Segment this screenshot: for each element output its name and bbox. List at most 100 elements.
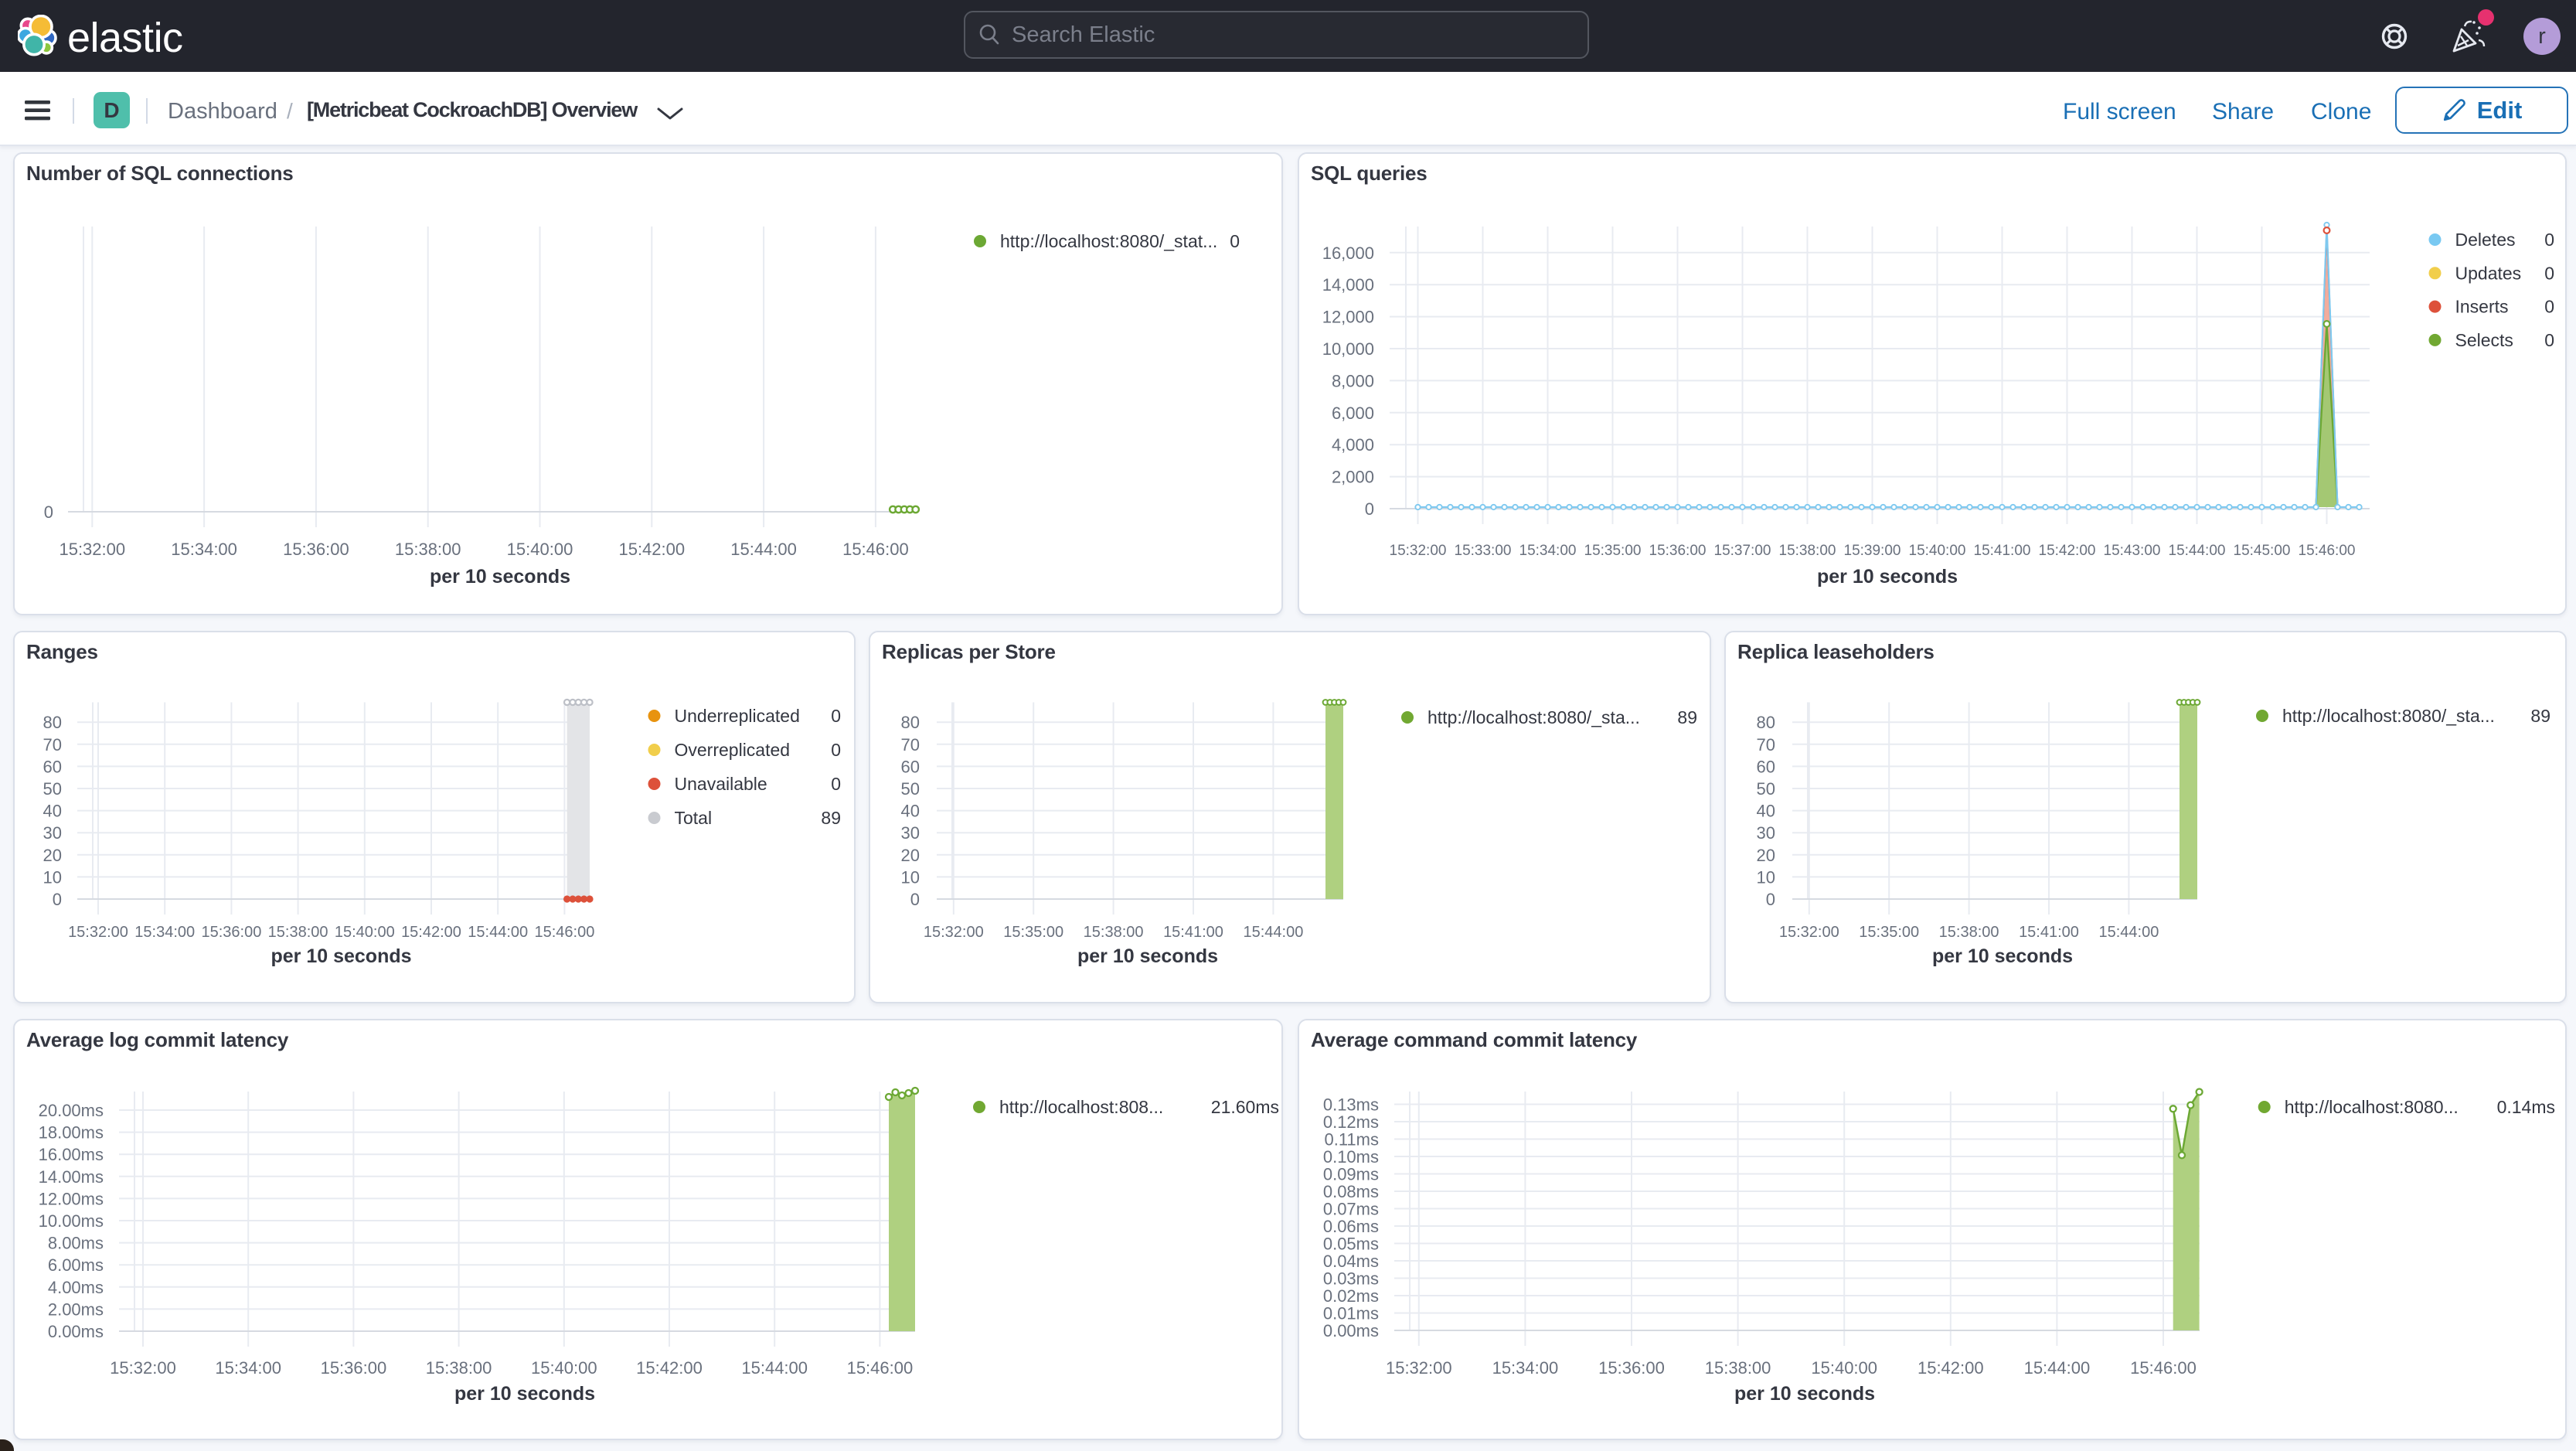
svg-text:http://localhost:8080/_sta...: http://localhost:8080/_sta... [1428,707,1640,727]
svg-text:0: 0 [2544,297,2554,317]
svg-text:15:42:00: 15:42:00 [2039,543,2096,559]
svg-text:15:35:00: 15:35:00 [1584,543,1642,559]
svg-text:15:43:00: 15:43:00 [2104,543,2161,559]
svg-text:15:44:00: 15:44:00 [1243,924,1303,941]
svg-text:15:42:00: 15:42:00 [401,924,461,941]
svg-text:15:42:00: 15:42:00 [618,540,685,559]
svg-text:0: 0 [831,706,841,726]
svg-text:15:40:00: 15:40:00 [335,924,395,941]
svg-text:http://localhost:8080/_sta...: http://localhost:8080/_sta... [2282,706,2495,726]
svg-text:15:32:00: 15:32:00 [1386,1358,1452,1378]
svg-text:http://localhost:8080...: http://localhost:8080... [2285,1097,2459,1117]
svg-text:6,000: 6,000 [1332,404,1374,423]
svg-text:0.08ms: 0.08ms [1323,1182,1379,1201]
svg-text:Total: Total [675,808,713,828]
svg-text:50: 50 [901,779,920,799]
svg-text:15:44:00: 15:44:00 [2024,1358,2091,1378]
svg-text:15:41:00: 15:41:00 [1974,543,2031,559]
svg-text:60: 60 [901,757,920,776]
svg-text:14.00ms: 14.00ms [39,1167,104,1187]
svg-text:15:38:00: 15:38:00 [268,924,328,941]
svg-text:0.09ms: 0.09ms [1323,1165,1379,1184]
svg-text:per 10 seconds: per 10 seconds [1077,945,1218,967]
svg-text:30: 30 [1757,823,1775,843]
svg-text:8,000: 8,000 [1332,371,1374,390]
svg-text:12,000: 12,000 [1322,308,1374,327]
svg-text:0: 0 [44,502,53,522]
svg-text:0: 0 [910,890,920,909]
svg-text:Overreplicated: Overreplicated [675,740,791,760]
svg-text:15:39:00: 15:39:00 [1844,543,1901,559]
svg-text:0: 0 [2544,263,2554,283]
svg-text:50: 50 [1757,779,1775,799]
svg-text:http://localhost:808...: http://localhost:808... [999,1097,1163,1117]
svg-text:60: 60 [43,757,62,776]
svg-text:0: 0 [2544,330,2554,350]
svg-text:0.00ms: 0.00ms [48,1322,104,1341]
svg-text:15:42:00: 15:42:00 [636,1358,703,1378]
svg-text:15:32:00: 15:32:00 [59,540,125,559]
svg-text:20: 20 [901,846,920,865]
svg-text:0.07ms: 0.07ms [1323,1200,1379,1219]
svg-text:per 10 seconds: per 10 seconds [1817,566,1958,588]
svg-text:15:32:00: 15:32:00 [1779,924,1839,941]
svg-text:15:34:00: 15:34:00 [134,924,195,941]
svg-text:15:38:00: 15:38:00 [395,540,461,559]
svg-text:15:34:00: 15:34:00 [171,540,237,559]
svg-text:6.00ms: 6.00ms [48,1255,104,1275]
svg-text:0: 0 [831,774,841,794]
svg-text:15:40:00: 15:40:00 [507,540,573,559]
svg-text:Updates: Updates [2455,263,2522,283]
svg-text:15:33:00: 15:33:00 [1455,543,1512,559]
svg-text:15:46:00: 15:46:00 [842,540,909,559]
svg-text:0: 0 [2544,230,2554,250]
svg-text:89: 89 [821,808,841,828]
svg-text:0.00ms: 0.00ms [1323,1321,1379,1340]
svg-text:0.01ms: 0.01ms [1323,1304,1379,1323]
svg-text:0.05ms: 0.05ms [1323,1235,1379,1254]
svg-text:15:46:00: 15:46:00 [2130,1358,2197,1378]
svg-text:15:40:00: 15:40:00 [1811,1358,1877,1378]
svg-text:0.03ms: 0.03ms [1323,1269,1379,1289]
svg-text:10.00ms: 10.00ms [39,1211,104,1231]
svg-text:15:45:00: 15:45:00 [2234,543,2291,559]
svg-text:15:41:00: 15:41:00 [1163,924,1223,941]
svg-text:Selects: Selects [2455,330,2513,350]
svg-text:0: 0 [1365,499,1374,519]
svg-text:70: 70 [901,735,920,754]
svg-text:15:44:00: 15:44:00 [730,540,797,559]
svg-text:15:32:00: 15:32:00 [1390,543,1447,559]
svg-text:0: 0 [831,740,841,760]
svg-text:40: 40 [43,802,62,821]
svg-text:15:37:00: 15:37:00 [1714,543,1771,559]
svg-text:15:40:00: 15:40:00 [1909,543,1966,559]
svg-text:70: 70 [43,735,62,754]
svg-text:15:32:00: 15:32:00 [68,924,128,941]
svg-text:per 10 seconds: per 10 seconds [1932,945,2073,967]
svg-text:60: 60 [1757,757,1775,776]
svg-text:16,000: 16,000 [1322,244,1374,263]
svg-text:per 10 seconds: per 10 seconds [271,945,411,967]
svg-text:10: 10 [901,867,920,887]
svg-text:0.12ms: 0.12ms [1323,1112,1379,1132]
svg-text:14,000: 14,000 [1322,275,1374,295]
svg-text:18.00ms: 18.00ms [39,1123,104,1143]
svg-text:Inserts: Inserts [2455,297,2509,317]
svg-text:15:34:00: 15:34:00 [1519,543,1577,559]
svg-text:40: 40 [901,802,920,821]
svg-text:15:36:00: 15:36:00 [321,1358,387,1378]
svg-text:20: 20 [43,846,62,865]
svg-text:Underreplicated: Underreplicated [675,706,800,726]
svg-text:0: 0 [1230,231,1240,251]
svg-text:15:36:00: 15:36:00 [283,540,349,559]
svg-text:89: 89 [2530,706,2550,726]
svg-text:89: 89 [1677,707,1697,727]
svg-text:15:38:00: 15:38:00 [1084,924,1144,941]
svg-text:70: 70 [1757,735,1775,754]
svg-text:15:44:00: 15:44:00 [741,1358,808,1378]
svg-text:15:36:00: 15:36:00 [201,924,261,941]
svg-text:10: 10 [43,867,62,887]
svg-text:10,000: 10,000 [1322,339,1374,359]
svg-text:80: 80 [43,713,62,732]
svg-text:0.06ms: 0.06ms [1323,1217,1379,1236]
